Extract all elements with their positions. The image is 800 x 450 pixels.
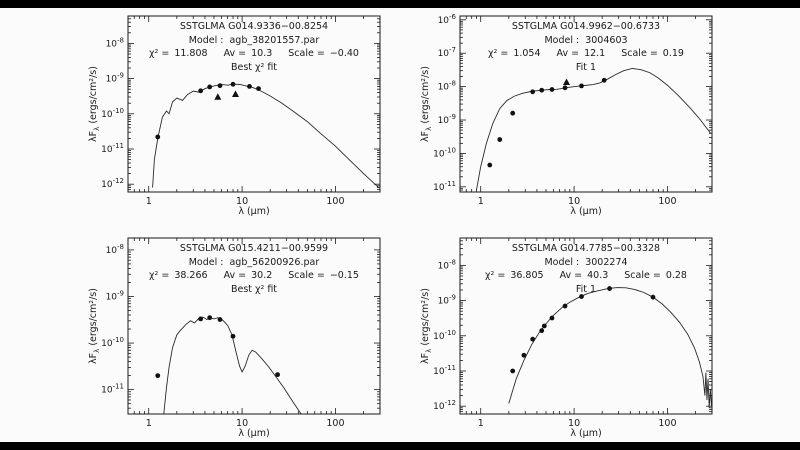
plot-canvas: 1 10 100 10-12 10-11 10-10 10-9 10-8 (101, 15, 381, 207)
svg-text:10: 10 (568, 418, 580, 429)
svg-text:100: 100 (658, 196, 676, 207)
svg-text:10-9: 10-9 (438, 294, 456, 307)
svg-text:10: 10 (236, 196, 248, 207)
svg-text:10-10: 10-10 (433, 329, 456, 342)
svg-text:10-11: 10-11 (433, 180, 456, 193)
svg-text:1: 1 (478, 418, 484, 429)
svg-text:10-12: 10-12 (101, 177, 124, 190)
svg-text:10-8: 10-8 (438, 258, 456, 271)
sed-panel-bottom-left: λFλ (ergs/cm²/s) 1 10 100 10-11 10-10 10-9 10-… (64, 232, 404, 448)
svg-text:100: 100 (658, 418, 676, 429)
plot-canvas: 1 10 100 10-11 10-10 10-9 10-8 10-7 10-6 (433, 13, 713, 207)
svg-text:10-9: 10-9 (438, 113, 456, 126)
svg-text:10-6: 10-6 (438, 13, 457, 26)
svg-text:1: 1 (146, 418, 152, 429)
svg-text:10-10: 10-10 (101, 336, 124, 349)
letterbox-top (0, 0, 800, 8)
sed-panel-top-left: λFλ (ergs/cm²/s) 1 10 100 10-12 10-11 10-10 10… (64, 10, 404, 226)
svg-text:10-9: 10-9 (106, 72, 124, 85)
svg-text:10-7: 10-7 (438, 46, 456, 59)
plot-canvas: 1 10 100 10-11 10-10 10-9 10-8 (101, 237, 381, 429)
svg-text:10: 10 (236, 418, 248, 429)
plot-canvas: 1 10 100 10-12 10-11 10-10 10-9 10-8 (433, 237, 713, 429)
svg-text:1: 1 (478, 196, 484, 207)
sed-panel-top-right: λFλ (ergs/cm²/s) 1 10 100 10-11 10-10 10-9 10-… (396, 10, 736, 226)
svg-text:10: 10 (568, 196, 580, 207)
svg-text:10-8: 10-8 (106, 36, 124, 49)
x-axis-label: λ (μm) (238, 428, 270, 439)
sed-panel-bottom-right: λFλ (ergs/cm²/s) 1 10 100 10-12 10-11 10-10 10… (396, 232, 736, 448)
svg-text:10-12: 10-12 (433, 399, 456, 412)
svg-text:10-10: 10-10 (433, 146, 456, 159)
svg-text:100: 100 (326, 418, 344, 429)
svg-text:10-11: 10-11 (433, 364, 456, 377)
svg-text:10-10: 10-10 (101, 107, 124, 120)
letterbox-bottom (0, 442, 800, 450)
svg-text:10-8: 10-8 (438, 80, 456, 93)
svg-text:10-9: 10-9 (106, 289, 124, 302)
svg-text:1: 1 (146, 196, 152, 207)
x-axis-label: λ (μm) (570, 206, 602, 217)
svg-text:100: 100 (326, 196, 344, 207)
sed-figure: λFλ (ergs/cm²/s) 1 10 100 10-12 10-11 10-10 10… (0, 8, 800, 442)
x-axis-label: λ (μm) (238, 206, 270, 217)
svg-text:10-11: 10-11 (101, 383, 124, 396)
svg-text:10-8: 10-8 (106, 243, 124, 256)
x-axis-label: λ (μm) (570, 428, 602, 439)
svg-text:10-11: 10-11 (101, 142, 124, 155)
